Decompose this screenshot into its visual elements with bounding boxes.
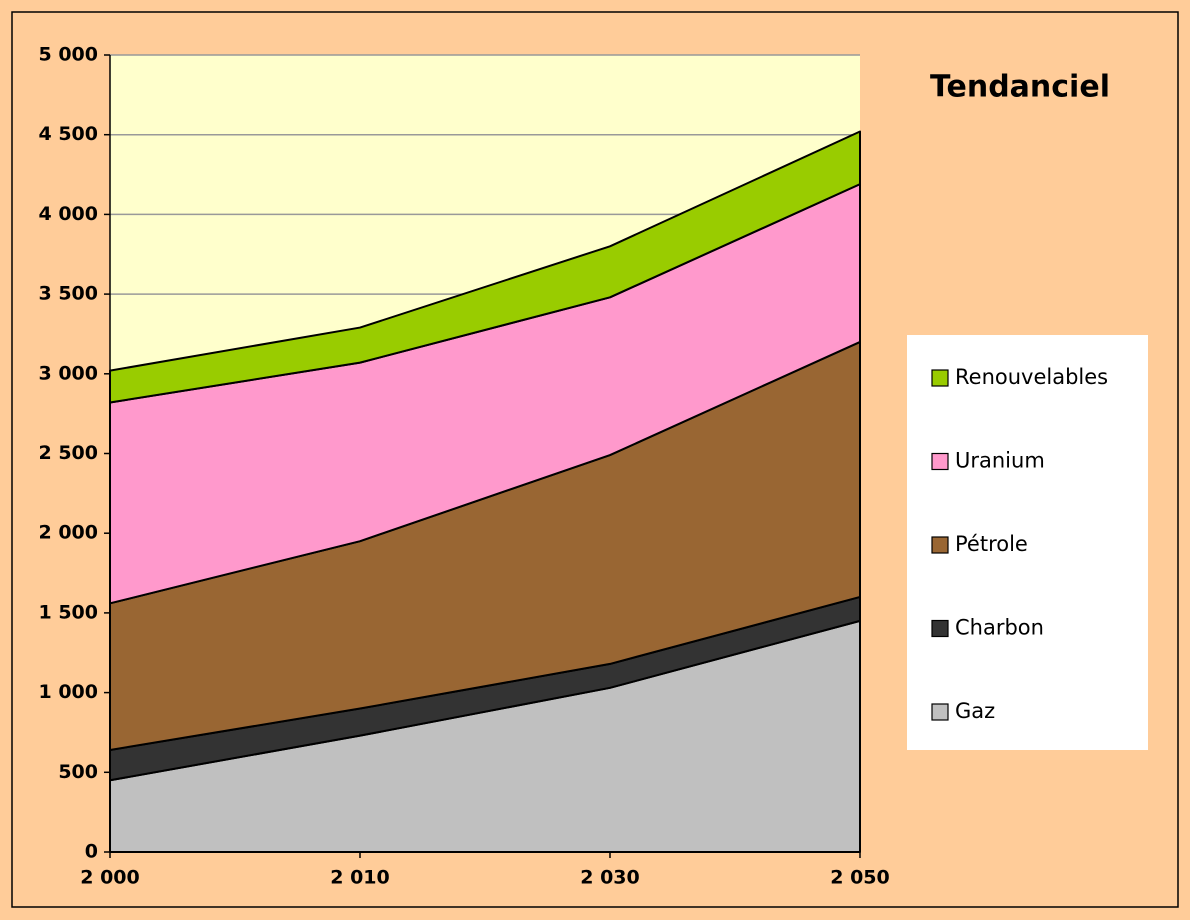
- y-tick-label: 3 000: [39, 362, 99, 384]
- legend-label: Renouvelables: [955, 365, 1108, 389]
- legend-swatch: [931, 369, 949, 387]
- x-tick-label: 2 010: [330, 867, 390, 889]
- frame: [11, 11, 1179, 908]
- legend-label: Uranium: [955, 449, 1045, 473]
- y-tick-label: 3 500: [39, 283, 99, 305]
- y-tick-label: 1 500: [39, 601, 99, 623]
- y-tick-label: 5 000: [39, 44, 99, 66]
- x-tick-label: 2 030: [580, 867, 640, 889]
- legend-label: Gaz: [955, 699, 995, 723]
- legend-label: Charbon: [955, 616, 1044, 640]
- legend-swatch: [931, 536, 949, 554]
- x-tick-label: 2 000: [80, 867, 140, 889]
- y-tick-label: 2 000: [39, 522, 99, 544]
- y-tick-label: 4 500: [39, 123, 99, 145]
- legend-swatch: [931, 452, 949, 471]
- chart-title: Tendanciel: [930, 70, 1110, 105]
- y-tick-label: 4 000: [39, 203, 99, 225]
- y-tick-label: 500: [58, 761, 98, 783]
- legend-swatch: [931, 703, 949, 721]
- legend-label: Pétrole: [955, 532, 1028, 556]
- y-tick-label: 1 000: [39, 681, 99, 703]
- y-tick-label: 2 500: [39, 442, 99, 464]
- legend-swatch: [931, 619, 949, 638]
- area: [109, 130, 861, 404]
- y-tick-label: 0: [85, 841, 98, 863]
- x-tick-label: 2 050: [830, 867, 890, 889]
